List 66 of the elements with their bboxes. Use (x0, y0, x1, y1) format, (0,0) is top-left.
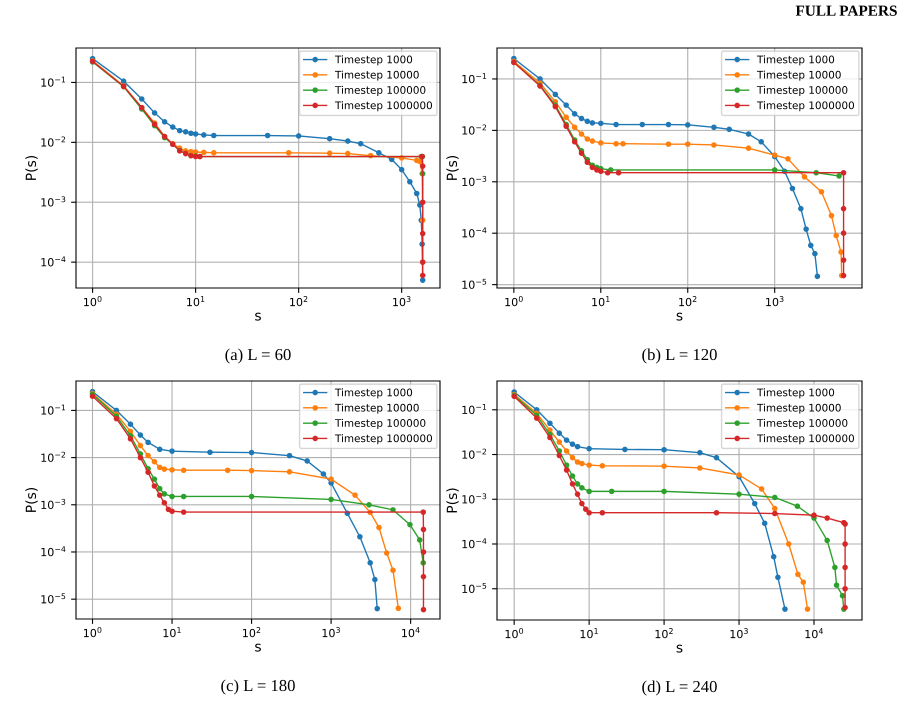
y-tick-label: 10$^{−1}$ (462, 404, 486, 414)
text: (c) L = 180 (221, 679, 295, 695)
text: (b) L = 120 (642, 348, 717, 364)
legend-label: Timestep 1000 (756, 388, 834, 398)
y-tick-label: 10$^{−5}$ (462, 278, 486, 289)
x-tick-label: 10$^{3}$ (766, 296, 784, 306)
y-tick-label: 10$^{−3}$ (462, 176, 486, 186)
x-tick-label: 10$^{0}$ (505, 296, 523, 306)
y-axis-title: P(s) (446, 156, 459, 180)
y-tick-label: 10$^{−1}$ (41, 76, 66, 87)
y-tick-label: 10$^{−4}$ (462, 538, 486, 548)
x-tick-label: 10$^{0}$ (84, 627, 102, 638)
legend-label: Timestep 100000 (756, 418, 848, 429)
legend-label: Timestep 1000 (756, 55, 834, 66)
legend-label: Timestep 10000 (756, 70, 841, 81)
y-tick-label: 10$^{−2}$ (41, 452, 66, 462)
y-tick-label: 10$^{−3}$ (41, 498, 66, 510)
x-tick-label: 10$^{3}$ (730, 628, 748, 638)
x-tick-label: 10$^{2}$ (656, 628, 673, 638)
legend-label: Timestep 1000 (334, 388, 412, 398)
x-tick-label: 10$^{4}$ (402, 627, 420, 638)
y-tick-label: 10$^{−4}$ (41, 546, 66, 556)
x-tick-label: 10$^{1}$ (580, 628, 598, 638)
legend-label: Timestep 100000 (334, 418, 426, 429)
x-tick-label: 10$^{2}$ (290, 296, 308, 306)
y-tick-label: 10$^{−1}$ (41, 404, 66, 415)
legend-label: Timestep 1000 (334, 55, 412, 66)
x-tick-label: 10$^{0}$ (84, 296, 102, 306)
y-tick-label: 10$^{−4}$ (41, 256, 66, 266)
y-axis-title: P(s) (25, 156, 38, 180)
text: (d) L = 240 (642, 680, 717, 696)
legend-label: Timestep 1000000 (334, 101, 432, 112)
y-tick-label: 10$^{−5}$ (41, 593, 66, 604)
text: FULL PAPERS (796, 6, 897, 16)
x-tick-label: 10$^{1}$ (592, 296, 610, 306)
y-tick-label: 10$^{−2}$ (462, 448, 486, 459)
y-axis-title: P(s) (446, 488, 459, 512)
x-tick-label: 10$^{2}$ (243, 627, 260, 638)
y-tick-label: 10$^{−3}$ (41, 196, 66, 207)
legend-label: Timestep 1000000 (756, 434, 854, 444)
x-tick-label: 10$^{0}$ (506, 628, 524, 638)
x-axis-title: s (255, 644, 261, 652)
legend-label: Timestep 10000 (756, 404, 841, 414)
y-tick-label: 10$^{−4}$ (462, 227, 486, 238)
x-axis-title: s (676, 644, 682, 653)
x-tick-label: 10$^{3}$ (393, 296, 410, 306)
x-tick-label: 10$^{3}$ (322, 627, 340, 638)
y-axis-title: P(s) (25, 488, 38, 512)
x-tick-label: 10$^{1}$ (163, 627, 181, 638)
legend-label: Timestep 100000 (334, 86, 426, 96)
legend-label: Timestep 100000 (756, 86, 848, 96)
y-tick-label: 10$^{−3}$ (462, 493, 486, 504)
x-tick-label: 10$^{2}$ (679, 296, 696, 306)
x-axis-title: s (255, 312, 261, 321)
y-tick-label: 10$^{−2}$ (462, 124, 486, 135)
legend-label: Timestep 1000000 (334, 434, 432, 444)
x-axis-title: s (676, 312, 682, 321)
text: (a) L = 60 (225, 348, 291, 364)
legend-label: Timestep 10000 (334, 70, 419, 81)
x-tick-label: 10$^{1}$ (187, 296, 204, 306)
y-tick-label: 10$^{−2}$ (41, 136, 66, 147)
legend-label: Timestep 1000000 (756, 101, 854, 112)
y-tick-label: 10$^{−5}$ (462, 582, 486, 594)
x-tick-label: 10$^{4}$ (805, 628, 823, 638)
legend-label: Timestep 10000 (334, 404, 419, 414)
y-tick-label: 10$^{−1}$ (462, 73, 486, 84)
